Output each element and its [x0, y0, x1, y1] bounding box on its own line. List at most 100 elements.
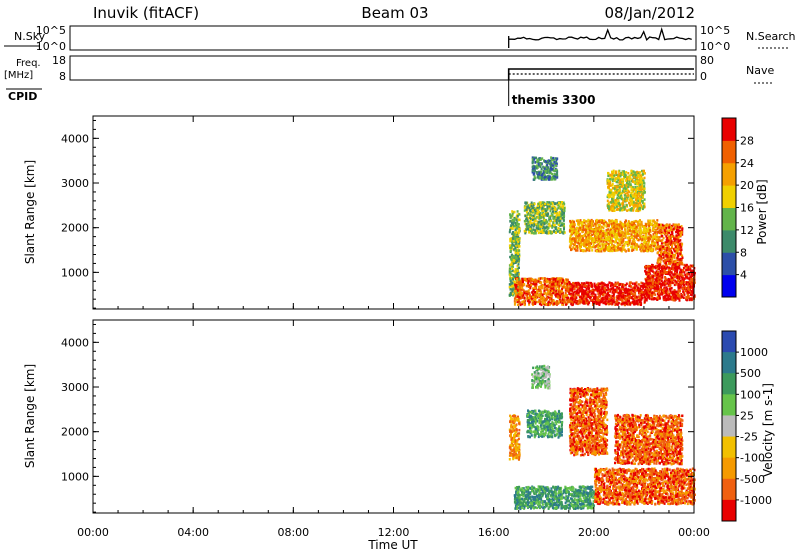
data-cell: [687, 285, 690, 289]
data-cell: [672, 298, 675, 302]
data-cell: [511, 288, 514, 291]
data-cell: [654, 231, 657, 234]
data-cell: [612, 286, 615, 289]
data-cell: [619, 238, 622, 242]
data-cell: [509, 219, 512, 223]
data-cell: [556, 295, 559, 298]
data-cell: [524, 230, 527, 234]
data-cell: [561, 299, 564, 303]
data-cell: [606, 285, 609, 288]
data-cell: [585, 288, 588, 292]
data-cell: [546, 201, 549, 204]
data-cell: [537, 277, 540, 281]
data-cell: [617, 287, 620, 290]
data-cell: [628, 284, 631, 288]
data-cell: [574, 243, 576, 247]
data-cell: [525, 284, 528, 288]
data-cell: [548, 216, 551, 219]
data-cell: [627, 182, 630, 186]
data-cell: [664, 276, 667, 279]
data-cell: [635, 248, 638, 251]
data-cell: [655, 270, 658, 273]
data-cell: [609, 284, 612, 288]
data-cell: [545, 225, 548, 228]
data-cell: [673, 237, 676, 240]
data-cell: [671, 296, 674, 300]
data-cell: [599, 234, 602, 238]
data-cell: [555, 208, 558, 211]
data-cell: [569, 284, 572, 288]
data-cell: [619, 220, 622, 224]
data-cell: [647, 264, 650, 268]
data-cell: [569, 244, 572, 248]
data-cell: [581, 283, 584, 287]
nsky-trace: [508, 26, 692, 48]
data-cell: [578, 295, 581, 298]
data-cell: [647, 230, 650, 233]
data-cell: [681, 256, 684, 259]
data-cell: [602, 282, 605, 285]
data-cell: [657, 285, 660, 288]
data-cell: [516, 278, 518, 281]
data-cell: [541, 157, 544, 160]
data-cell: [684, 286, 687, 290]
data-cell: [622, 285, 625, 288]
data-cell: [630, 196, 632, 199]
data-cell: [606, 246, 609, 249]
data-cell: [605, 242, 608, 245]
data-cell: [557, 216, 560, 219]
data-cell: [673, 223, 676, 227]
data-cell: [539, 172, 542, 176]
data-cell: [518, 245, 521, 248]
data-cell: [546, 164, 549, 167]
data-cell: [627, 241, 630, 245]
data-cell: [552, 291, 555, 295]
data-cell: [627, 249, 630, 252]
data-cell: [543, 173, 546, 177]
data-cell: [639, 189, 642, 192]
data-cell: [630, 242, 633, 245]
data-cell: [566, 297, 569, 300]
data-cell: [615, 232, 618, 236]
nsky-panel: N.Sky 10^5 10^0 10^5 10^0 N.Search: [4, 24, 796, 53]
data-cell: [513, 276, 516, 280]
data-cell: [640, 303, 642, 306]
data-cell: [612, 292, 615, 295]
data-cell: [635, 225, 638, 229]
data-cell: [546, 208, 549, 211]
data-cell: [675, 281, 678, 284]
data-cell: [609, 229, 612, 232]
data-cell: [600, 233, 603, 236]
data-cell: [516, 264, 519, 268]
data-cell: [667, 258, 670, 261]
data-cell: [535, 226, 538, 230]
data-cell: [674, 247, 677, 250]
data-cell: [687, 293, 689, 296]
data-cell: [571, 287, 574, 290]
data-cell: [600, 227, 602, 231]
data-cell: [641, 285, 644, 288]
data-cell: [512, 294, 515, 297]
data-cell: [646, 284, 649, 288]
data-cell: [625, 186, 628, 189]
data-cell: [610, 282, 613, 285]
data-cell: [539, 297, 542, 301]
data-cell: [640, 206, 643, 209]
data-cell: [625, 289, 628, 292]
data-cell: [640, 249, 643, 253]
data-cell: [517, 252, 519, 255]
data-cell: [511, 212, 514, 216]
data-cell: [569, 221, 572, 224]
data-cell: [561, 210, 564, 213]
data-cell: [590, 246, 593, 249]
data-cell: [587, 286, 590, 289]
data-cell: [553, 169, 556, 173]
data-cell: [651, 275, 654, 279]
nsky-label: N.Sky: [14, 30, 46, 43]
data-cell: [558, 298, 561, 301]
data-cell: [591, 233, 594, 237]
data-cell: [619, 174, 622, 178]
data-cell: [517, 285, 520, 289]
data-cell: [585, 220, 588, 223]
data-cell: [669, 229, 672, 232]
